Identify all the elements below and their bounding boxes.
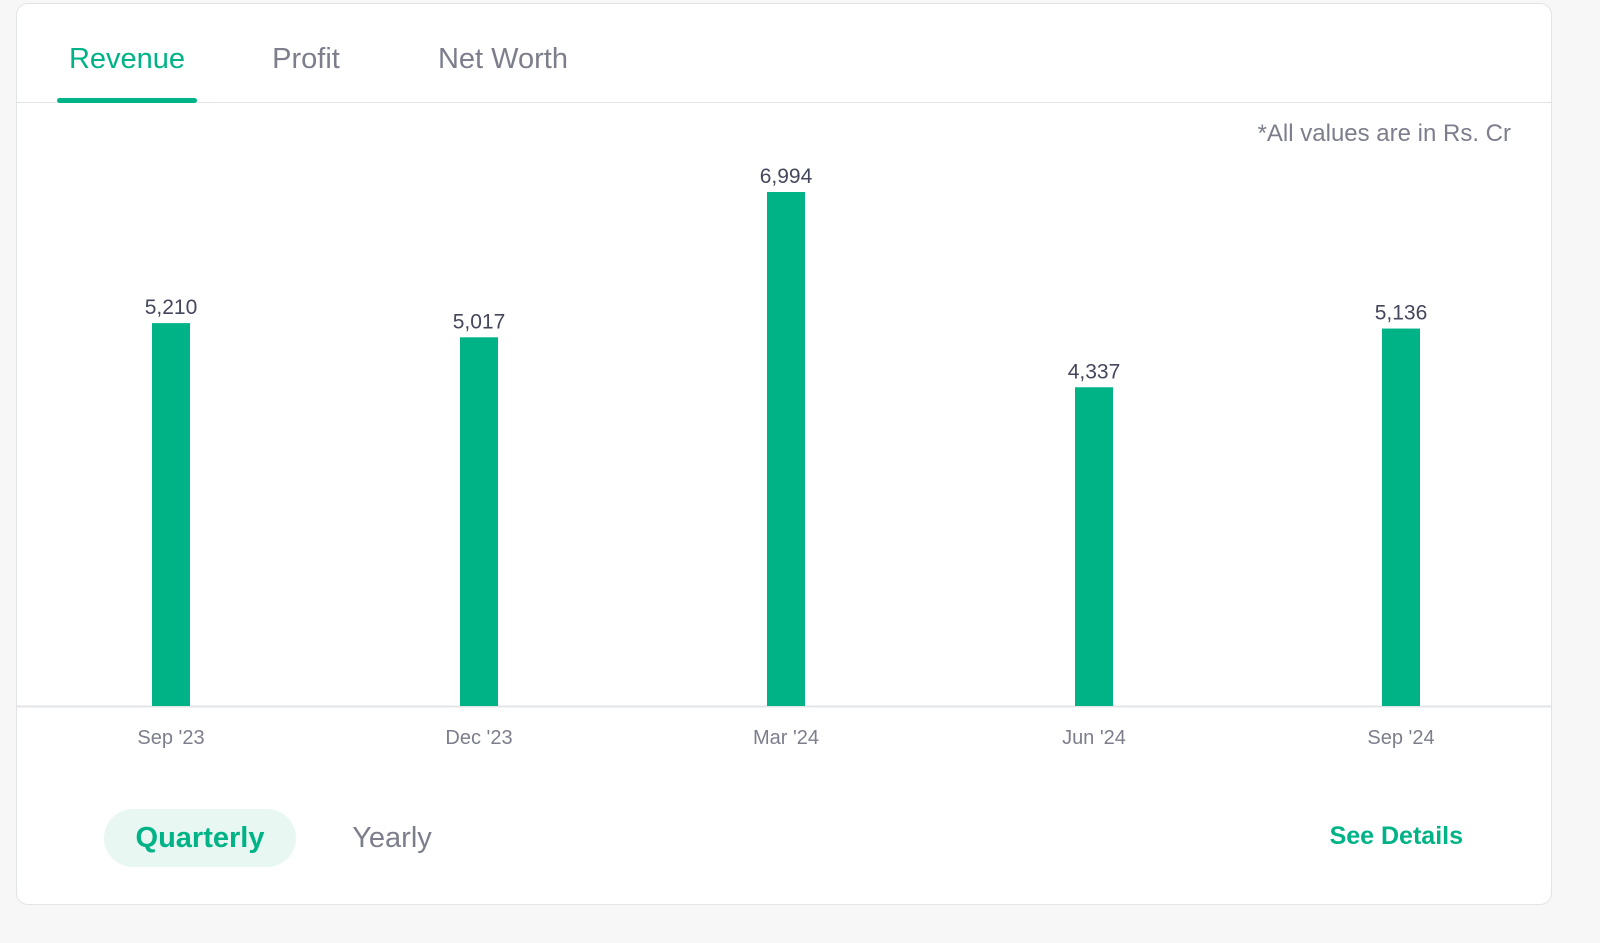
bar-value-label-2: 6,994 (760, 165, 813, 188)
yearly-toggle-label: Yearly (352, 822, 432, 854)
active-tab-indicator (57, 98, 197, 103)
quarterly-toggle[interactable]: Quarterly (104, 809, 296, 867)
bar-1[interactable] (460, 337, 498, 706)
tab-net-worth[interactable]: Net Worth (425, 4, 581, 102)
revenue-bar-chart: 5,210 Sep '23 5,017 Dec '23 6,994 Mar '24 4,33… (17, 165, 1551, 749)
see-details-link[interactable]: See Details (1329, 822, 1463, 850)
yearly-toggle[interactable]: Yearly (332, 809, 452, 867)
tab-revenue-label: Revenue (68, 43, 186, 75)
tab-profit-label: Profit (272, 43, 340, 75)
bar-value-label-3: 4,337 (1068, 360, 1121, 383)
x-tick-label-3: Jun '24 (1062, 727, 1126, 749)
bar-value-label-4: 5,136 (1375, 302, 1428, 325)
bar-value-label-0: 5,210 (145, 296, 198, 319)
bar-0[interactable] (152, 323, 190, 706)
tab-net-worth-label: Net Worth (437, 43, 568, 75)
quarterly-toggle-label: Quarterly (135, 822, 265, 854)
tab-bar: Revenue Profit Net Worth (17, 4, 1551, 103)
bar-value-label-1: 5,017 (453, 310, 506, 333)
bar-2[interactable] (767, 192, 805, 706)
financials-card: Revenue Profit Net Worth *All values are… (16, 3, 1552, 905)
x-tick-label-4: Sep '24 (1367, 727, 1434, 749)
units-note: *All values are in Rs. Cr (1257, 120, 1511, 147)
bar-3[interactable] (1075, 387, 1113, 706)
tab-revenue[interactable]: Revenue (57, 4, 197, 103)
tab-profit[interactable]: Profit (257, 4, 355, 102)
x-tick-label-0: Sep '23 (137, 727, 204, 749)
x-tick-label-1: Dec '23 (445, 727, 512, 749)
x-tick-label-2: Mar '24 (753, 727, 819, 749)
bar-4[interactable] (1382, 328, 1420, 706)
